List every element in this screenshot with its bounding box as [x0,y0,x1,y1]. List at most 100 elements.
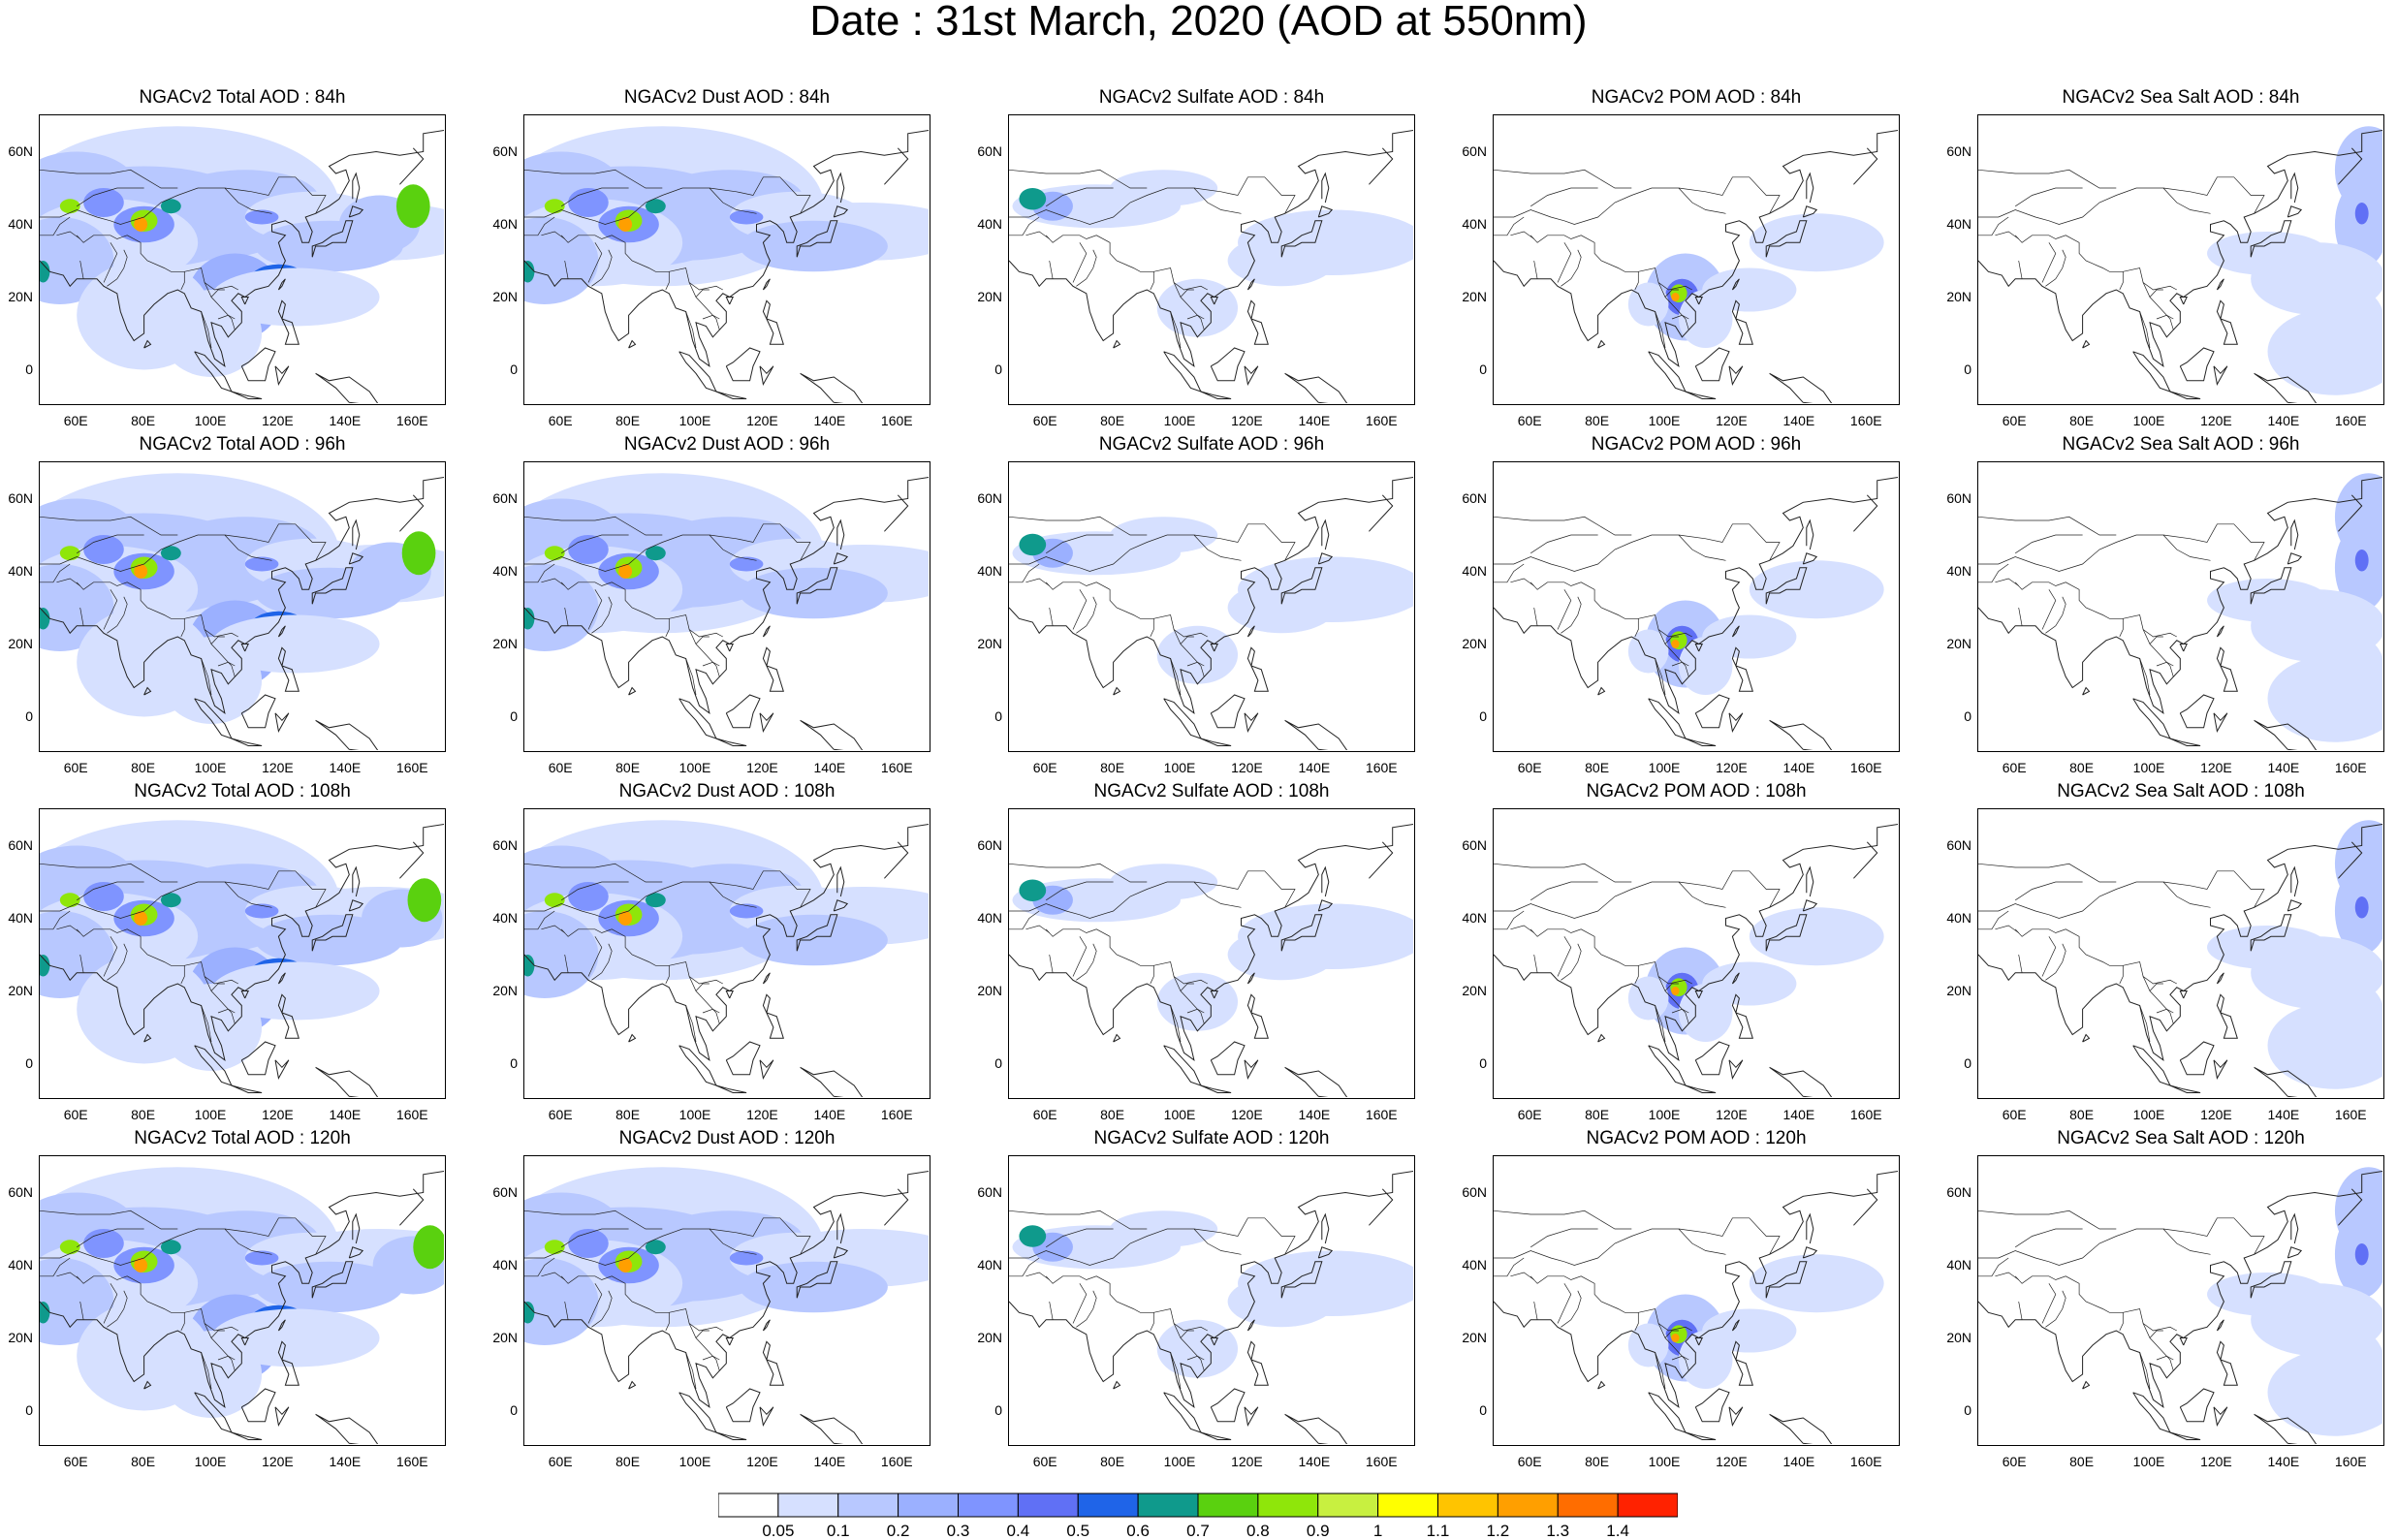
country-border [1510,1272,1534,1280]
lon-tick-label: 60E [1032,1107,1057,1122]
coastline [277,646,300,692]
coastline [1765,914,1808,952]
coastline [1210,347,1246,382]
aod-contour-patch [2331,637,2382,709]
lon-tick-label: 160E [880,760,913,775]
coastline [348,552,364,565]
aod-contour-patch [1110,864,1218,900]
coastline [2254,372,2318,403]
coastline [315,719,379,750]
country-border [524,1217,811,1266]
colorbar-tick-label: 0.4 [1006,1522,1030,1540]
aod-field-map [1494,1170,1898,1444]
lat-tick-label: 20N [977,635,1002,651]
lat-tick-label: 40N [1946,215,1971,232]
coastline [725,990,734,999]
lon-tick-label: 120E [1231,1454,1263,1469]
lon-tick-label: 160E [1365,413,1398,428]
aod-contour-patch [134,217,148,232]
country-border [591,249,613,287]
lon-tick-label: 160E [395,1107,428,1122]
lon-tick-label: 60E [1517,1107,1542,1122]
lat-tick-label: 40N [8,215,33,232]
country-border [524,563,555,583]
country-border [695,1330,710,1338]
aod-field-map [40,473,444,750]
country-border [1995,925,2019,933]
country-border [1657,629,1689,677]
coastline [352,865,361,897]
aod-contour-patch [401,531,436,576]
coastline [762,646,784,692]
country-border [1978,910,2009,930]
coastline [725,1388,761,1423]
country-border [1634,965,1639,985]
lat-tick-label: 20N [492,982,518,998]
coastline [1597,1380,1606,1390]
lat-tick-label: 20N [492,1329,518,1345]
lon-tick-label: 160E [2334,1107,2367,1122]
country-border [1494,516,1632,536]
coastline [1246,1340,1269,1386]
panel-title: NGACv2 POM AOD : 120h [1586,1128,1807,1148]
map-frame [1493,114,1900,405]
lat-tick-label: 0 [25,1054,33,1071]
lat-tick-label: 60N [492,1183,518,1200]
aod-contour-patch [1749,560,1884,619]
aod-contour-patch [2331,290,2382,362]
country-border [1530,187,1598,207]
lon-tick-label: 60E [1032,413,1057,428]
lon-tick-label: 100E [2132,1454,2165,1469]
lat-tick-label: 60N [8,142,33,159]
country-border [1634,1312,1639,1332]
coastline [1731,625,1740,638]
lon-tick-label: 140E [2267,760,2300,775]
lon-tick-label: 120E [1231,760,1263,775]
country-border [224,187,272,214]
lat-tick-label: 40N [8,562,33,579]
country-border [2156,1355,2174,1361]
country-border [665,271,670,291]
coastline [524,129,929,367]
aod-contour-patch [2207,926,2328,969]
country-border [217,661,236,667]
coastline [2338,841,2363,879]
lon-tick-label: 160E [2334,1454,2367,1469]
country-border [1025,231,1050,239]
country-border [1634,271,1639,291]
coastline [628,686,637,696]
country-border [1186,661,1205,667]
country-border [688,1323,720,1371]
colorbar-swatch [1137,1493,1199,1518]
lat-tick-label: 60N [1462,836,1487,853]
country-border [702,1008,720,1014]
country-border [1657,282,1689,330]
coastline [1731,646,1753,692]
country-border [224,1228,272,1255]
lat-tick-label: 40N [1946,909,1971,926]
lat-tick-label: 60N [492,142,518,159]
lon-tick-label: 120E [1716,760,1748,775]
coastline [796,914,838,952]
coastline [2213,365,2228,386]
coastline [1494,476,1898,714]
aod-contour-patch [1749,907,1884,966]
coastline [1648,698,1687,739]
map-panel-total-84h: NGACv2 Total AOD : 84h 60N 40N 20N 0 60E 80E 10… [8,87,446,465]
country-border [210,636,225,644]
country-border [1494,1210,1632,1230]
lat-tick-label: 60N [1462,1183,1487,1200]
lon-tick-label: 80E [615,413,641,428]
colorbar-swatch [1617,1493,1678,1518]
country-border [107,596,128,634]
coastline [1597,686,1606,696]
coastline [315,1413,379,1444]
country-border [1657,976,1689,1024]
country-border [1494,563,1525,583]
coastline [1113,1380,1121,1390]
coastline [1113,686,1121,696]
coastline [1113,339,1121,349]
lon-tick-label: 80E [615,1454,641,1469]
coastline [1728,712,1744,733]
aod-field-map [1494,476,1898,750]
